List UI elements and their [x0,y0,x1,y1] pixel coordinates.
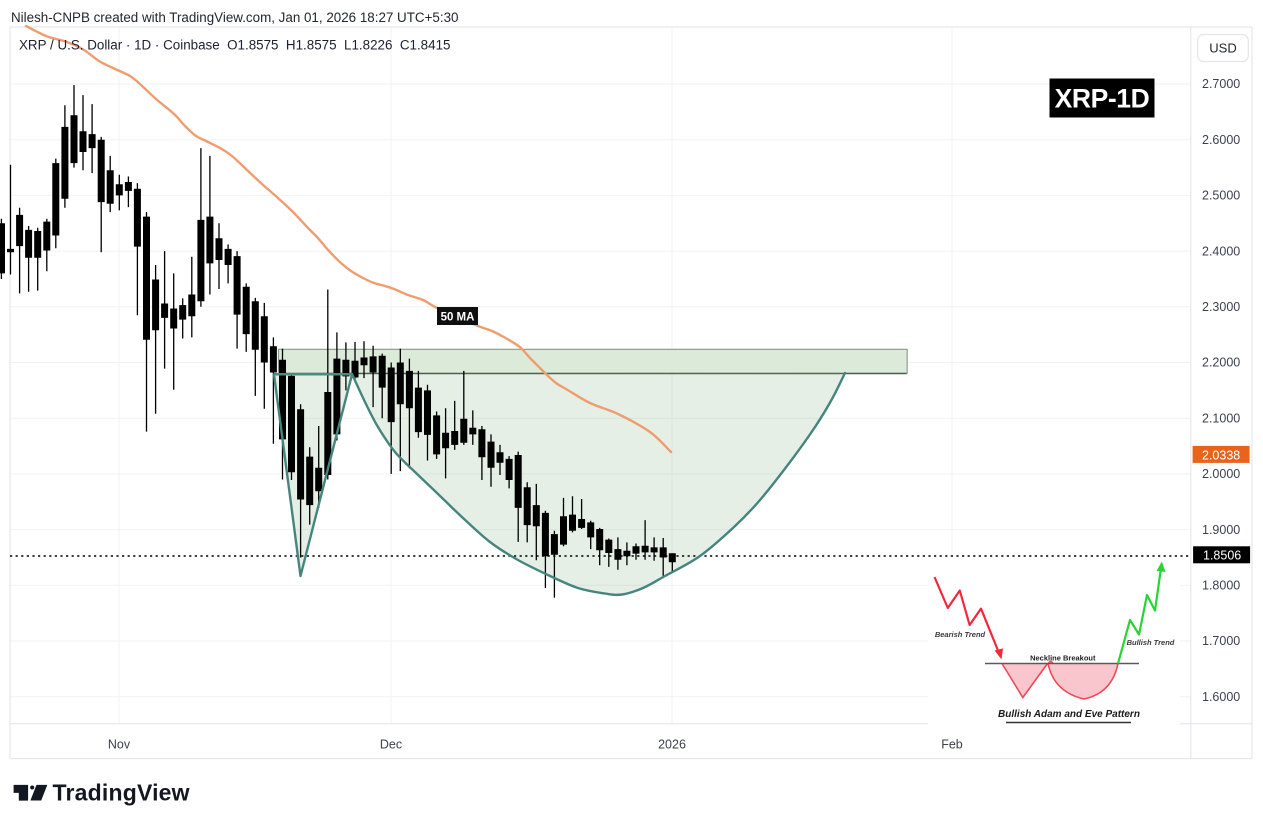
svg-text:2.3000: 2.3000 [1202,300,1240,314]
svg-text:USD: USD [1209,41,1236,56]
svg-text:Bullish Adam and Eve Pattern: Bullish Adam and Eve Pattern [998,709,1140,720]
svg-text:XRP-1D: XRP-1D [1055,84,1150,114]
svg-text:1.6000: 1.6000 [1202,690,1240,704]
svg-text:Bearish Trend: Bearish Trend [935,630,986,639]
svg-text:Nov: Nov [108,738,131,752]
svg-text:2.0338: 2.0338 [1202,448,1240,462]
svg-text:TradingView: TradingView [53,780,190,806]
svg-text:Dec: Dec [380,738,402,752]
svg-text:2.5000: 2.5000 [1202,189,1240,203]
svg-text:Nilesh-CNPB created with Tradi: Nilesh-CNPB created with TradingView.com… [11,10,458,25]
svg-text:Bullish Trend: Bullish Trend [1127,638,1175,647]
svg-text:2026: 2026 [658,738,686,752]
svg-text:2.4000: 2.4000 [1202,244,1240,258]
svg-text:2.7000: 2.7000 [1202,77,1240,91]
svg-text:1.9000: 1.9000 [1202,523,1240,537]
svg-text:1.8000: 1.8000 [1202,579,1240,593]
svg-text:1.7000: 1.7000 [1202,634,1240,648]
svg-text:2.2000: 2.2000 [1202,356,1240,370]
svg-text:2.6000: 2.6000 [1202,133,1240,147]
svg-text:1.8506: 1.8506 [1203,549,1241,563]
svg-text:XRP / U.S. Dollar · 1D · Coinb: XRP / U.S. Dollar · 1D · Coinbase O1.857… [19,38,450,53]
svg-text:Neckline Breakout: Neckline Breakout [1030,654,1096,663]
svg-text:50 MA: 50 MA [441,312,475,324]
svg-text:Feb: Feb [941,738,963,752]
svg-text:2.0000: 2.0000 [1202,467,1240,481]
svg-text:2.1000: 2.1000 [1202,411,1240,425]
